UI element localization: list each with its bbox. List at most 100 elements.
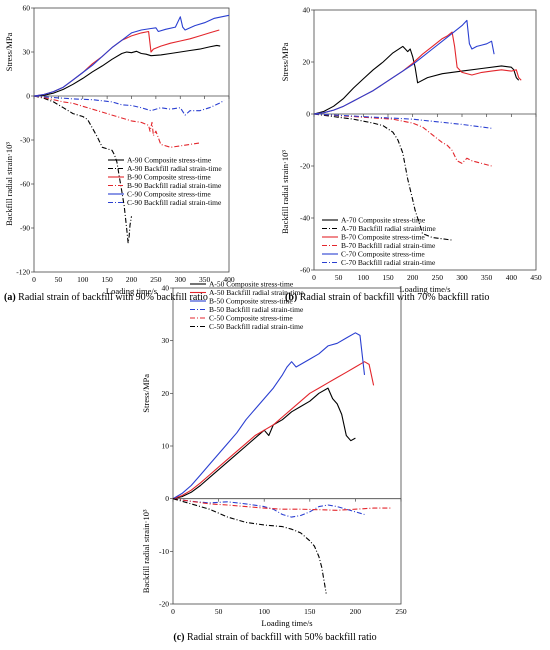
series-line-c-50-4 (172, 498, 392, 511)
legend-label: B-50 Composite stress-time (209, 297, 293, 306)
x-tick-label: 300 (175, 275, 187, 284)
x-tick-label: 450 (530, 273, 542, 282)
x-tick-label: 0 (171, 607, 175, 616)
y-axis-label-strain: Backfill radial strain·10³ (141, 509, 151, 593)
y-axis-label-stress: Stress/MPa (280, 42, 290, 81)
x-tick-label: 250 (150, 275, 162, 284)
chart-panel-c: 0 50 100 150 200 250 40 30 20 10 0 -10 -20 Loading ti… (128, 280, 418, 629)
y-tick-label: 0 (26, 92, 30, 101)
legend-label: A-70 Composite stress-time (341, 216, 426, 225)
chart-panel-a: 0 50 100 150 200 250 300 350 400 60 30 0 -30 -60 -90 -1… (0, 0, 275, 297)
caption-c-tag: (c) (173, 632, 185, 643)
plot-frame (33, 7, 230, 273)
chart-panel-b: 0 50 100 150 200 250 300 350 400 450 40 20 0 -20 -40 -6… (278, 0, 550, 295)
legend-label: C-70 Composite stress-time (341, 250, 425, 259)
x-tick-label: 150 (102, 275, 114, 284)
y-tick-label: 30 (162, 336, 170, 345)
legend-label: C-50 Composite stress-time (209, 314, 293, 323)
x-tick-label: 200 (350, 607, 362, 616)
plot-frame (172, 287, 402, 605)
caption-c-text: Radial strain of backfill with 50% backf… (186, 632, 377, 643)
legend-label: B-90 Composite stress-time (127, 173, 211, 182)
y-tick-label: -120 (16, 268, 30, 277)
legend-label: B-90 Backfill radial strain-time (127, 181, 222, 190)
y-tick-label: -10 (159, 547, 169, 556)
caption-b-text: Radial strain of backfill with 70% backf… (299, 292, 490, 303)
y-tick-label: 20 (303, 58, 311, 67)
x-tick-label: 0 (32, 275, 36, 284)
x-tick-label: 150 (382, 273, 394, 282)
x-tick-label: 400 (223, 275, 235, 284)
x-tick-label: 100 (259, 607, 271, 616)
x-tick-label: 250 (395, 607, 407, 616)
legend-label: B-70 Composite stress-time (341, 233, 425, 242)
legend-label: C-70 Backfill radial strain-time (341, 258, 436, 267)
legend-label: B-50 Backfill radial strain-time (209, 305, 304, 314)
y-axis-label-strain: Backfill radial strain·10³ (280, 150, 290, 234)
y-tick-label: 0 (306, 110, 310, 119)
series-line-a-90-0 (33, 44, 221, 97)
x-tick-label: 350 (481, 273, 493, 282)
series-line-c-90-5 (33, 95, 225, 116)
series-line-b-70-3 (313, 113, 492, 167)
y-tick-label: 60 (23, 4, 31, 13)
series-line-c-70-4 (313, 19, 495, 115)
y-tick-label: 20 (162, 389, 170, 398)
legend-label: A-50 Composite stress-time (209, 280, 294, 289)
caption-a-tag: (a) (4, 292, 16, 303)
x-tick-label: 50 (215, 607, 223, 616)
series-line-c-50-5 (172, 498, 327, 594)
caption-c: (c) Radial strain of backfill with 50% b… (0, 632, 550, 643)
series-line-a-70-0 (313, 45, 520, 115)
x-tick-label: 100 (77, 275, 89, 284)
y-axis-label-stress: Stress/MPa (141, 374, 151, 413)
x-tick-label: 200 (126, 275, 138, 284)
y-axis-label-stress: Stress/MPa (4, 32, 14, 71)
legend-label: A-90 Backfill radial strain-time (127, 164, 222, 173)
caption-a-text: Radial strain of backfill with 90% backf… (18, 292, 208, 303)
x-tick-label: 50 (55, 275, 63, 284)
series-line-a-50-1 (172, 361, 375, 500)
y-tick-label: 40 (303, 6, 311, 15)
x-tick-label: 250 (432, 273, 444, 282)
chart-a: 0 50 100 150 200 250 300 350 40060300-30-60-90-1… (4, 4, 235, 297)
y-tick-label: 0 (165, 494, 169, 503)
y-tick-label: -60 (300, 266, 310, 275)
y-axis-label-strain: Backfill radial strain·10³ (4, 142, 14, 226)
series-line-a-50-0 (172, 387, 356, 500)
plot-frame (313, 9, 537, 271)
x-tick-label: 100 (358, 273, 370, 282)
series-line-b-90-2 (33, 29, 220, 97)
x-axis-label: Loading time/s (106, 286, 157, 296)
y-tick-label: -20 (300, 162, 310, 171)
legend-label: C-50 Backfill radial strain-time (209, 322, 304, 331)
series-line-a-90-1 (33, 95, 133, 244)
y-tick-label: -90 (20, 224, 30, 233)
x-axis-label: Loading time/s (261, 618, 312, 628)
x-tick-label: 300 (456, 273, 468, 282)
y-tick-label: -30 (20, 136, 30, 145)
series-line-b-50-2 (172, 332, 366, 500)
series-line-c-90-4 (33, 14, 230, 97)
series-line-b-70-2 (313, 31, 522, 115)
y-tick-label: 10 (162, 442, 170, 451)
series-line-a-70-1 (313, 113, 453, 241)
legend-label: A-50 Backfill radial strain-time (209, 288, 304, 297)
x-tick-label: 0 (312, 273, 316, 282)
series-line-c-70-5 (313, 113, 492, 129)
caption-a: (a) Radial strain of backfill with 90% b… (4, 292, 208, 303)
y-tick-label: 40 (162, 284, 170, 293)
x-tick-label: 50 (335, 273, 343, 282)
legend-label: C-90 Backfill radial strain-time (127, 198, 222, 207)
y-tick-label: 30 (23, 48, 31, 57)
y-tick-label: -20 (159, 600, 169, 609)
legend-label: B-70 Backfill radial strain-time (341, 241, 436, 250)
series-line-b-50-3 (172, 498, 365, 518)
x-tick-label: 150 (304, 607, 316, 616)
chart-b: 0 50 100 150 200 250 300 350 400 45040200-20-40-6… (280, 6, 542, 295)
caption-b: (b) Radial strain of backfill with 70% b… (285, 292, 489, 303)
legend-label: A-70 Backfill radial strain-time (341, 224, 436, 233)
